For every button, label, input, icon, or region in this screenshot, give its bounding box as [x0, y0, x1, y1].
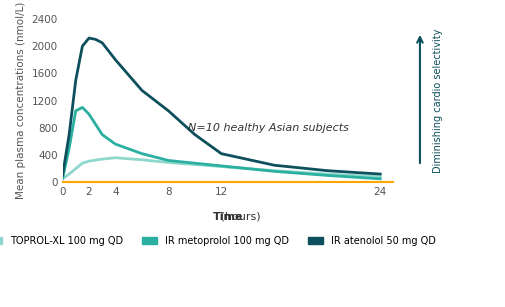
Y-axis label: Mean plasma concentrations (nmol/L): Mean plasma concentrations (nmol/L): [16, 2, 26, 199]
Text: N=10 healthy Asian subjects: N=10 healthy Asian subjects: [188, 123, 348, 133]
Text: Time: Time: [212, 212, 243, 222]
Legend: TOPROL-XL 100 mg QD, IR metoprolol 100 mg QD, IR atenolol 50 mg QD: TOPROL-XL 100 mg QD, IR metoprolol 100 m…: [0, 236, 435, 246]
Text: Diminishing cardio selectivity: Diminishing cardio selectivity: [432, 29, 442, 173]
Text: (hours): (hours): [195, 212, 260, 222]
